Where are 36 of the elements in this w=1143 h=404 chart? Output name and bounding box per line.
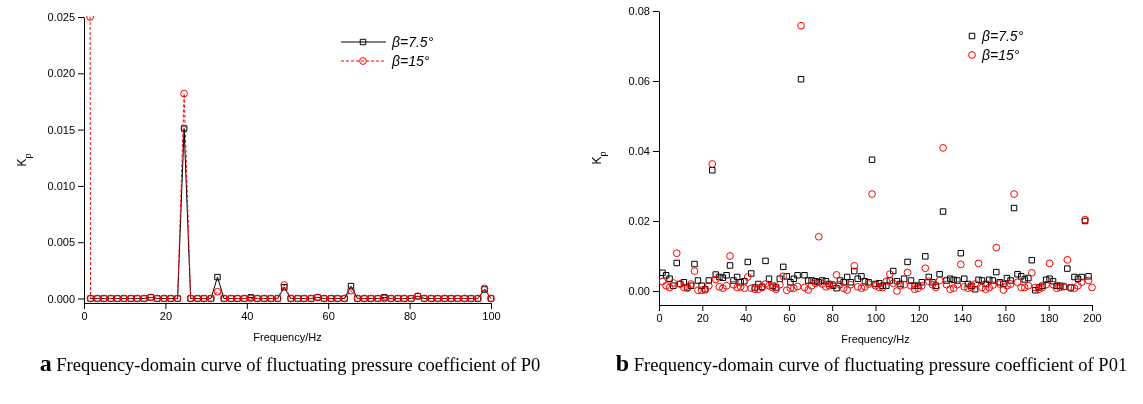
text: b Frequency-domain curve of fluctuating pressure coefficient of P01 <box>615 350 1128 376</box>
y-tick-label: 0.00 <box>628 285 650 298</box>
x-tick-label: 100 <box>482 309 501 322</box>
y-tick-label: 0.010 <box>47 179 75 192</box>
x-tick-label: 40 <box>739 311 753 324</box>
x-tick-label: 120 <box>910 311 929 324</box>
y-tick-label: 0.020 <box>47 67 75 80</box>
x-tick-label: 180 <box>1040 311 1059 324</box>
text: a Frequency-domain curve of fluctuating pressure coefficient of P0 <box>39 350 541 376</box>
x-tick-label: 140 <box>953 311 972 324</box>
y-tick-label: 0.04 <box>628 145 650 158</box>
x-tick-label: 0 <box>656 311 663 324</box>
y-tick-label: 0.06 <box>628 75 650 88</box>
y-tick-label: 0.000 <box>47 292 75 305</box>
x-tick-label: 60 <box>783 311 796 324</box>
y-tick-label: 0.005 <box>47 236 75 249</box>
x-tick-label: 160 <box>996 311 1016 324</box>
x-tick-label: 80 <box>826 311 839 324</box>
x-axis-title: Frequency/Hz <box>253 331 322 343</box>
legend-label: β=15° <box>391 53 430 69</box>
x-tick-label: 20 <box>696 311 709 324</box>
x-tick-label: 80 <box>403 309 417 322</box>
legend-label: β=7.5° <box>391 34 434 50</box>
legend-label: β=7.5° <box>981 28 1024 44</box>
y-tick-label: 0.025 <box>47 11 75 24</box>
x-tick-label: 100 <box>866 311 886 324</box>
y-tick-label: 0.015 <box>47 123 75 136</box>
x-tick-label: 20 <box>159 309 173 322</box>
x-tick-label: 0 <box>81 309 88 322</box>
x-tick-label: 60 <box>322 309 335 322</box>
y-tick-label: 0.08 <box>628 5 650 18</box>
y-tick-label: 0.02 <box>628 215 650 228</box>
x-axis-title: Frequency/Hz <box>841 333 910 345</box>
x-tick-label: 200 <box>1083 311 1102 324</box>
legend-label: β=15° <box>981 47 1020 63</box>
x-tick-label: 40 <box>241 309 254 322</box>
